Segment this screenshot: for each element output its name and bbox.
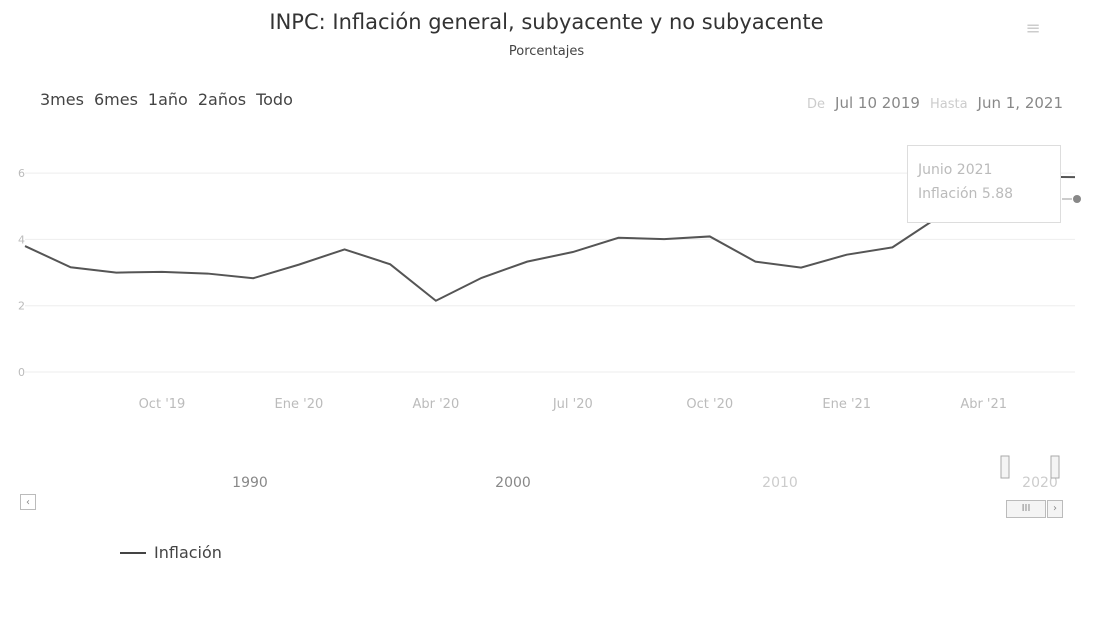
range-selector: 3mes 6mes 1año 2años Todo [40,90,293,109]
x-tick-label: Oct '19 [139,397,186,412]
chart-title: INPC: Inflación general, subyacente y no… [269,10,824,34]
navigator-scroll-right-button[interactable]: › [1047,500,1063,518]
date-range: De Jul 10 2019 Hasta Jun 1, 2021 [807,94,1063,112]
navigator-scrollbar-thumb[interactable]: III [1006,500,1046,518]
tooltip: Junio 2021 Inflación 5.88 [907,145,1061,223]
legend-label: Inflación [154,543,222,562]
date-to-input[interactable]: Jun 1, 2021 [977,94,1063,112]
legend-swatch [120,551,146,554]
range-button-3mes[interactable]: 3mes [40,90,84,109]
legend[interactable]: Inflación [120,543,222,562]
x-tick-label: Ene '21 [822,397,871,412]
y-tick-label: 6 [18,167,25,180]
navigator-handle-right [1050,455,1060,479]
range-button-6mes[interactable]: 6mes [93,90,138,109]
x-tick-label: Ene '20 [275,397,324,412]
chart-subtitle: Porcentajes [508,44,585,59]
x-tick-label: Jul '20 [552,397,593,412]
navigator-handle-left [1000,455,1010,479]
date-to-label: Hasta [929,97,968,112]
navigator-scroll-left-button[interactable]: ‹ [20,494,36,510]
range-button-todo[interactable]: Todo [256,90,293,109]
navigator-label: 2000 [495,475,531,491]
tooltip-date: Junio 2021 [918,162,993,178]
navigator-label: 2010 [762,475,798,491]
x-tick-label: Abr '21 [960,397,1007,412]
y-tick-label: 4 [18,233,25,246]
y-tick-label: 0 [18,366,25,379]
tooltip-value: Inflación 5.88 [918,186,1014,202]
navigator-label: 2020 [1022,475,1058,491]
date-from-input[interactable]: Jul 10 2019 [835,94,920,112]
series-line-inflacion [24,169,1076,302]
x-tick-label: Oct '20 [686,397,733,412]
x-tick-label: Abr '20 [412,397,459,412]
range-button-1ano[interactable]: 1año [147,90,188,109]
navigator-label: 1990 [232,475,268,491]
range-button-2anos[interactable]: 2años [197,90,247,109]
data-point-marker [1073,195,1081,203]
download-icon[interactable]: ≡ [1025,18,1041,39]
date-from-label: De [807,97,826,112]
y-tick-label: 2 [18,300,25,313]
